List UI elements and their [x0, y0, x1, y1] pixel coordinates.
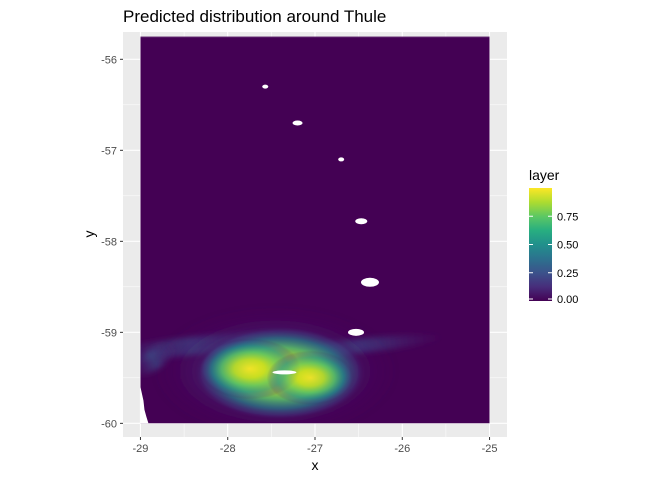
legend-tick-label: 0.00	[557, 294, 578, 306]
island-gap	[355, 218, 368, 225]
y-tick-label: -60	[101, 418, 117, 430]
island-gap	[262, 84, 269, 89]
x-tick-label: -26	[394, 443, 410, 455]
island-gap	[348, 328, 365, 336]
legend: layer 0.00 0.25 0.50 0.75	[529, 167, 578, 306]
raster-top-edge	[140, 36, 490, 38]
x-tick-label: -25	[482, 443, 498, 455]
legend-tick-label: 0.50	[557, 240, 578, 252]
x-tick-label: -27	[307, 443, 323, 455]
island-gap	[272, 370, 297, 375]
y-tick-label: -57	[101, 145, 117, 157]
island-gap	[338, 157, 345, 162]
raster-layer	[140, 36, 490, 424]
legend-tick-label: 0.25	[557, 268, 578, 280]
chart-title: Predicted distribution around Thule	[123, 7, 386, 26]
legend-colorbar	[529, 188, 552, 301]
y-axis: -56 -57 -58 -59 -60	[101, 54, 123, 430]
legend-tick-label: 0.75	[557, 211, 578, 223]
y-axis-title: y	[81, 231, 97, 238]
density-hotspot	[266, 350, 355, 406]
island-gap	[292, 120, 303, 126]
y-tick-label: -59	[101, 327, 117, 339]
island-gap	[360, 277, 379, 287]
raster-missing-corner	[140, 386, 149, 424]
y-tick-label: -58	[101, 236, 117, 248]
x-axis: -29 -28 -27 -26 -25	[133, 437, 498, 455]
x-tick-label: -29	[133, 443, 149, 455]
x-axis-title: x	[312, 457, 319, 473]
legend-ticks: 0.00 0.25 0.50 0.75	[529, 211, 578, 306]
y-tick-label: -56	[101, 54, 117, 66]
legend-title: layer	[529, 167, 560, 183]
x-tick-label: -28	[220, 443, 236, 455]
